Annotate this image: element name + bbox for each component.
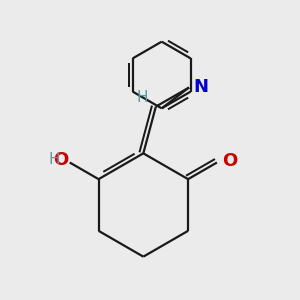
Text: O: O (53, 151, 68, 169)
Text: H: H (49, 152, 60, 167)
Text: O: O (222, 152, 237, 170)
Text: N: N (193, 78, 208, 96)
Text: H: H (136, 90, 148, 105)
